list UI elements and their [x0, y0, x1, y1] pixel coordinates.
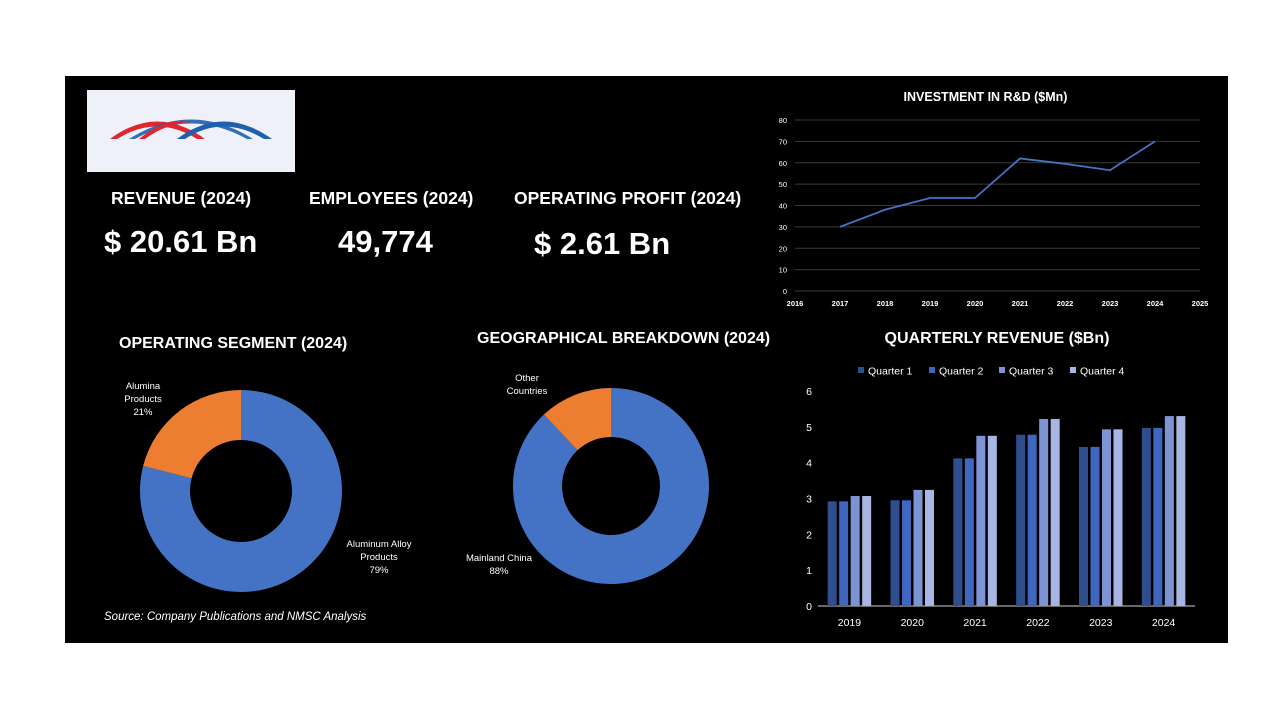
segment-label-alloy: 79% [369, 565, 389, 576]
quarterly-x-tick-label: 2020 [901, 617, 925, 629]
rd-y-tick-label: 60 [779, 159, 787, 168]
logo-arches-icon [110, 119, 272, 139]
segment-label-alumina: Alumina [126, 381, 161, 392]
quarterly-bar [913, 489, 923, 606]
quarterly-y-tick-label: 0 [806, 601, 812, 613]
quarterly-bar [827, 501, 837, 606]
rd-x-tick-label: 2020 [967, 299, 984, 308]
quarterly-bar [964, 458, 974, 606]
rd-y-tick-label: 40 [779, 202, 787, 211]
quarterly-bar [1016, 434, 1026, 606]
legend-label: Quarter 2 [939, 366, 984, 378]
revenue-value: $ 20.61 Bn [104, 224, 258, 259]
segment-label-alloy: Aluminum Alloy [347, 539, 412, 550]
quarterly-x-tick-label: 2019 [838, 617, 862, 629]
geo-label-other: Other [515, 373, 539, 384]
operating-profit-title: OPERATING PROFIT (2024) [514, 188, 742, 208]
dashboard-panel: REVENUE (2024) $ 20.61 Bn EMPLOYEES (202… [65, 76, 1228, 643]
legend-label: Quarter 4 [1080, 366, 1125, 378]
operating-segment-title: OPERATING SEGMENT (2024) [119, 335, 348, 352]
rd-x-tick-label: 2021 [1012, 299, 1029, 308]
rd-x-tick-label: 2016 [787, 299, 804, 308]
source-note: Source: Company Publications and NMSC An… [104, 611, 367, 623]
rd-y-tick-label: 30 [779, 223, 787, 232]
quarterly-bar [850, 495, 860, 606]
rd-y-tick-label: 0 [783, 287, 787, 296]
legend-swatch [858, 367, 864, 373]
quarterly-bar [1164, 416, 1174, 606]
quarterly-chart-title: QUARTERLY REVENUE ($Bn) [885, 330, 1110, 347]
segment-slice [140, 390, 342, 592]
rd-x-tick-label: 2017 [832, 299, 849, 308]
quarterly-y-tick-label: 5 [806, 422, 812, 434]
quarterly-x-tick-label: 2023 [1089, 617, 1113, 629]
quarterly-bar [925, 489, 934, 606]
rd-x-tick-label: 2022 [1057, 299, 1074, 308]
segment-label-alumina: 21% [133, 407, 153, 418]
rd-y-tick-label: 80 [779, 116, 787, 125]
rd-series-line [839, 140, 1156, 228]
quarterly-bar [1176, 416, 1186, 606]
operating-profit-value: $ 2.61 Bn [534, 226, 671, 261]
geo-label-other: Countries [507, 386, 548, 397]
quarterly-bar [1027, 434, 1037, 606]
quarterly-y-tick-label: 4 [806, 458, 812, 470]
quarterly-x-tick-label: 2024 [1152, 617, 1176, 629]
employees-title: EMPLOYEES (2024) [309, 188, 474, 208]
quarterly-bar [839, 501, 849, 606]
revenue-title: REVENUE (2024) [111, 188, 252, 208]
segment-slice [143, 390, 241, 479]
geo-label-china: Mainland China [466, 553, 533, 564]
quarterly-bar [1050, 418, 1060, 606]
rd-x-tick-label: 2024 [1147, 299, 1165, 308]
quarterly-bar [1039, 418, 1049, 606]
rd-x-tick-label: 2018 [877, 299, 894, 308]
rd-x-tick-label: 2019 [922, 299, 939, 308]
quarterly-y-tick-label: 1 [806, 565, 812, 577]
rd-y-tick-label: 10 [779, 266, 787, 275]
quarterly-bar [1141, 427, 1151, 606]
quarterly-bar [987, 435, 997, 606]
quarterly-x-tick-label: 2022 [1026, 617, 1050, 629]
quarterly-y-tick-label: 6 [806, 386, 812, 398]
segment-label-alumina: Products [124, 394, 162, 405]
legend-label: Quarter 1 [868, 366, 913, 378]
quarterly-bar [862, 495, 872, 606]
quarterly-y-tick-label: 3 [806, 494, 812, 506]
quarterly-bar [902, 500, 911, 606]
quarterly-x-tick-label: 2021 [963, 617, 987, 629]
quarterly-bar [1102, 429, 1111, 606]
rd-chart-title: INVESTMENT IN R&D ($Mn) [904, 90, 1068, 104]
rd-y-tick-label: 20 [779, 244, 787, 253]
quarterly-bar [976, 435, 986, 606]
quarterly-bar [1079, 446, 1088, 606]
segment-label-alloy: Products [360, 552, 398, 563]
geographical-breakdown-title: GEOGRAPHICAL BREAKDOWN (2024) [477, 330, 771, 347]
rd-y-tick-label: 70 [779, 137, 787, 146]
rd-x-tick-label: 2023 [1102, 299, 1119, 308]
geo-label-china: 88% [489, 566, 509, 577]
quarterly-bar [1113, 429, 1123, 606]
quarterly-y-tick-label: 2 [806, 529, 812, 541]
legend-label: Quarter 3 [1009, 366, 1054, 378]
rd-y-tick-label: 50 [779, 180, 787, 189]
geo-slice [543, 388, 611, 451]
rd-x-tick-label: 2025 [1192, 299, 1209, 308]
quarterly-bar [890, 500, 900, 606]
geo-slice [513, 388, 709, 584]
company-logo [87, 90, 295, 172]
legend-swatch [929, 367, 935, 373]
quarterly-bar [1153, 427, 1163, 606]
legend-swatch [1070, 367, 1076, 373]
quarterly-bar [953, 458, 963, 606]
employees-value: 49,774 [338, 224, 433, 259]
quarterly-bar [1090, 446, 1100, 606]
legend-swatch [999, 367, 1005, 373]
